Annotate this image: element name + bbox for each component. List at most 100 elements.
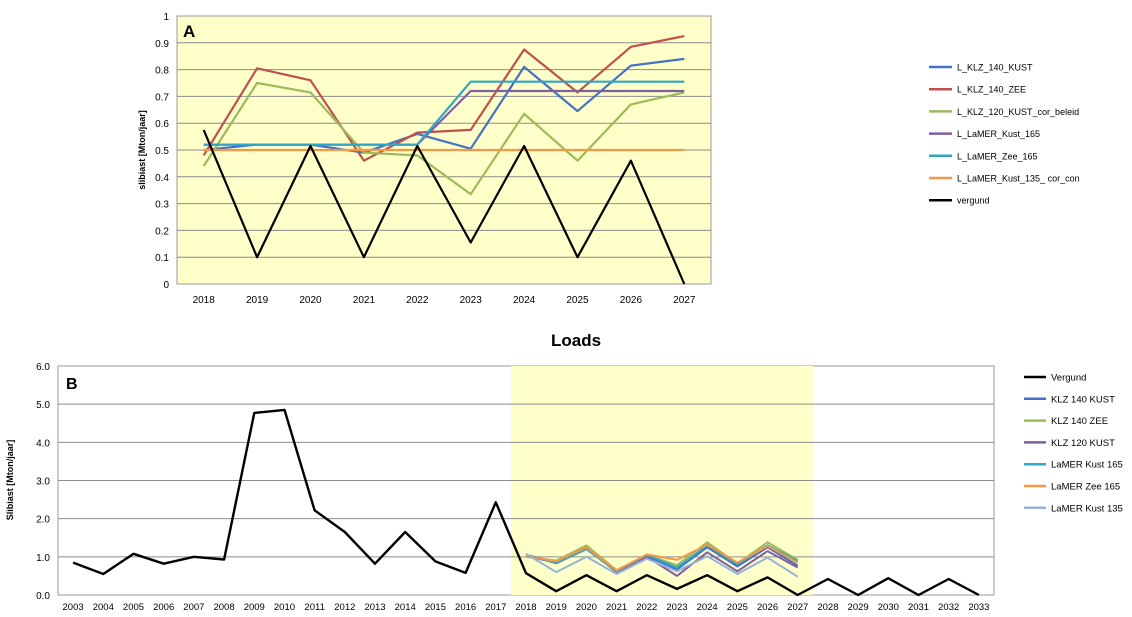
panel-b-x-tick-label: 2027 [787,602,808,613]
panel-b-legend-label: LaMER Zee 165 [1051,482,1120,493]
panel-a-legend-label: L_LaMER_Zee_165 [957,151,1038,161]
panel-b-y-tick-label: 0.0 [36,591,50,602]
panel-a-label: A [183,22,195,41]
panel-b-legend-label: Vergund [1051,373,1086,384]
panel-b-x-tick-label: 2018 [515,602,536,613]
panel-a-x-tick-label: 2020 [299,295,322,306]
panel-a-series-line-l-lamer-zee-165 [203,80,685,146]
panel-b-legend-label: KLZ 140 ZEE [1051,416,1108,427]
panel-a-gridlines [177,42,711,258]
panel-b-title: Loads [551,331,601,350]
panel-b-x-tick-label: 2022 [636,602,657,613]
panel-a-x-tick-label: 2027 [673,295,696,306]
panel-a-legend-label: L_LaMER_Kust_165 [957,129,1040,139]
panel-b-series-line-klz-140-zee [525,541,799,572]
panel-b-x-tick-label: 2029 [848,602,869,613]
panel-b-x-tick-label: 2024 [697,602,718,613]
panel-a-x-tick-label: 2024 [513,295,536,306]
panel-b-y-axis-label: Slibiast [Mton/jaar] [5,440,15,521]
panel-a-y-tick-labels: 0 0.1 0.2 0.3 0.4 0.5 0.6 0.7 0.8 0.9 1 [155,12,169,291]
panel-a-y-tick-label: 0 [163,280,169,291]
panel-a-legend-entry: L_KLZ_140_KUST [929,63,1033,73]
panel-a-x-tick-label: 2026 [620,295,643,306]
panel-b-legend-entry: Vergund [1024,373,1086,384]
panel-b-legend-entry: LaMER Zee 165 [1024,482,1120,493]
panel-b-x-tick-label: 2026 [757,602,778,613]
panel-a-legend-label: L_KLZ_120_KUST_cor_beleid [957,107,1079,117]
panel-b-legend-entry: KLZ 120 KUST [1024,438,1115,449]
panel-b-x-tick-label: 2013 [364,602,385,613]
panel-b-x-tick-label: 2006 [153,602,174,613]
panel-b-x-tick-label: 2008 [213,602,234,613]
panel-a-x-tick-label: 2025 [566,295,589,306]
panel-b-x-tick-label: 2005 [123,602,144,613]
panel-b-x-tick-label: 2021 [606,602,627,613]
panel-b-x-tick-label: 2030 [878,602,899,613]
panel-b-y-tick-label: 2.0 [36,515,50,526]
panel-b-series-line-lamer-zee-165 [525,543,799,572]
panel-a-x-tick-labels: 2018 2019 2020 2021 2022 2023 2024 2025 2026 2027 [193,295,696,306]
panel-a-legend-entry: L_LaMER_Kust_165 [929,129,1040,139]
panel-a-legend-label: L_KLZ_140_KUST [957,63,1033,73]
panel-a-x-tick-label: 2018 [193,295,216,306]
panel-a-y-tick-label: 0.2 [155,226,169,237]
panel-a-legend: L_KLZ_140_KUST L_KLZ_140_ZEE L_KLZ_120_KUS… [929,63,1080,206]
panel-b-series-line-vergund [72,408,980,597]
panel-b-series-line-lamer-kust-135 [525,552,799,578]
panel-a-y-tick-label: 0.4 [155,173,169,184]
panel-a-legend-entry: L_LaMER_Zee_165 [929,151,1038,161]
panel-a-legend-label: L_LaMER_Kust_135_ cor_con [957,174,1080,184]
panel-b-legend-entry: LaMER Kust 165 [1024,460,1123,471]
panel-a-series-line-l-klz-120-kust-cor-beleid [202,81,685,196]
panel-a-y-tick-label: 0.8 [155,66,169,77]
panel-b-x-tick-label: 2003 [63,602,84,613]
panel-a-y-tick-label: 0.7 [155,92,169,103]
panel-b-legend-label: KLZ 120 KUST [1051,438,1115,449]
panel-b-x-tick-label: 2015 [425,602,446,613]
panel-b-x-tick-label: 2023 [666,602,687,613]
panel-b-legend-entry: KLZ 140 KUST [1024,394,1115,405]
panel-b-label: B [66,376,78,393]
panel-b-y-tick-label: 6.0 [36,362,50,373]
panel-a-y-tick-label: 0.3 [155,200,169,211]
panel-b-x-tick-label: 2010 [274,602,295,613]
panel-a-y-tick-label: 0.6 [155,119,169,130]
panel-b-legend-entry: KLZ 140 ZEE [1024,416,1108,427]
panel-b-y-tick-labels: 0.0 1.0 2.0 3.0 4.0 5.0 6.0 [36,362,50,602]
panel-a-legend-label: L_KLZ_140_ZEE [957,85,1026,95]
panel-b-legend-label: KLZ 140 KUST [1051,394,1115,405]
panel-a-x-tick-label: 2023 [460,295,483,306]
panel-b-x-tick-label: 2033 [968,602,989,613]
panel-b-y-tick-label: 1.0 [36,553,50,564]
panel-a-series-line-l-klz-140-zee [202,35,685,162]
panel-b-x-tick-label: 2028 [817,602,838,613]
panel-b-x-tick-label: 2007 [183,602,204,613]
panel-a-x-tick-label: 2021 [353,295,376,306]
panel-b-legend-label: LaMER Kust 135 [1051,503,1123,514]
panel-b-x-tick-label: 2009 [244,602,265,613]
panel-b-x-tick-label: 2012 [334,602,355,613]
panel-a-x-tick-label: 2019 [246,295,269,306]
panel-b-y-tick-label: 5.0 [36,400,50,411]
panel-b-legend-entry: LaMER Kust 135 [1024,503,1123,514]
panel-a-chart: 00.10.20.30.40.50.60.70.80.91 2018 2019 20… [137,12,1080,306]
panel-a-legend-entry: L_KLZ_120_KUST_cor_beleid [929,107,1079,117]
panel-b-legend: Vergund KLZ 140 KUST KLZ 140 ZEE KLZ 120 KU… [1024,373,1123,514]
panel-b-legend-label: LaMER Kust 165 [1051,460,1123,471]
panel-b-x-tick-label: 2019 [546,602,567,613]
panel-a-y-axis-label: slibiast [Mton/jaar] [137,110,147,190]
panel-a-y-tick-label: 0.9 [155,39,169,50]
panel-a-y-tick-label: 0.5 [155,146,169,157]
panel-b-chart: Loads 0.0 1.0 2.0 3.0 4.0 5.0 6.0 2003 2004 2005… [5,331,1123,613]
panel-b-x-tick-label: 2020 [576,602,597,613]
panel-a-legend-entry: vergund [929,196,990,206]
panel-a-series-line-vergund [202,129,686,285]
panel-b-series [72,408,980,597]
panel-a-legend-label: vergund [957,196,990,206]
panel-b-x-tick-label: 2016 [455,602,476,613]
panel-b-x-tick-label: 2004 [93,602,114,613]
panel-a-series [202,35,686,285]
panel-a-y-tick-label: 0.1 [155,253,169,264]
panel-b-gridlines [58,403,994,558]
